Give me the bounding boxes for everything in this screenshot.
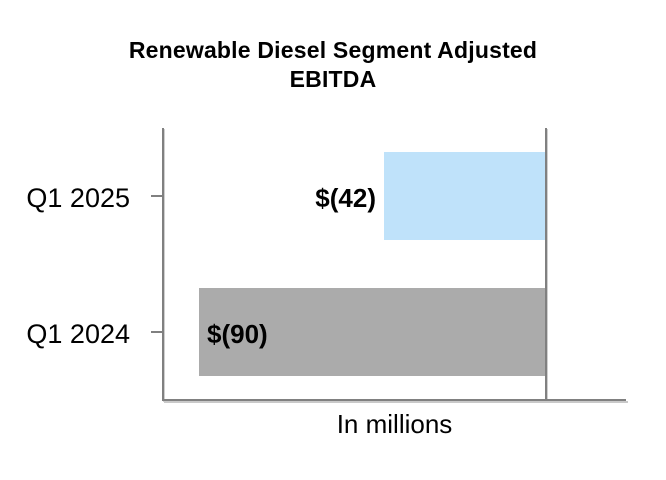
y-axis-tick-q1-2025 bbox=[151, 195, 163, 197]
category-label-q1-2024: Q1 2024 bbox=[26, 319, 130, 349]
y-axis-line bbox=[162, 128, 164, 401]
bar-q1-2024 bbox=[199, 288, 546, 376]
bar-q1-2025 bbox=[384, 152, 546, 240]
chart-title: Renewable Diesel Segment Adjusted EBITDA bbox=[0, 36, 666, 94]
value-label-q1-2025: $(42) bbox=[315, 183, 376, 213]
chart-title-line1: Renewable Diesel Segment Adjusted bbox=[128, 37, 538, 63]
chart-title-line2: EBITDA bbox=[289, 66, 377, 92]
zero-baseline bbox=[545, 128, 547, 401]
x-axis-title: In millions bbox=[336, 409, 453, 439]
y-axis-tick-q1-2024 bbox=[151, 331, 163, 333]
value-label-q1-2024: $(90) bbox=[207, 319, 268, 349]
category-label-q1-2025: Q1 2025 bbox=[26, 183, 130, 213]
x-axis-line bbox=[162, 399, 626, 401]
